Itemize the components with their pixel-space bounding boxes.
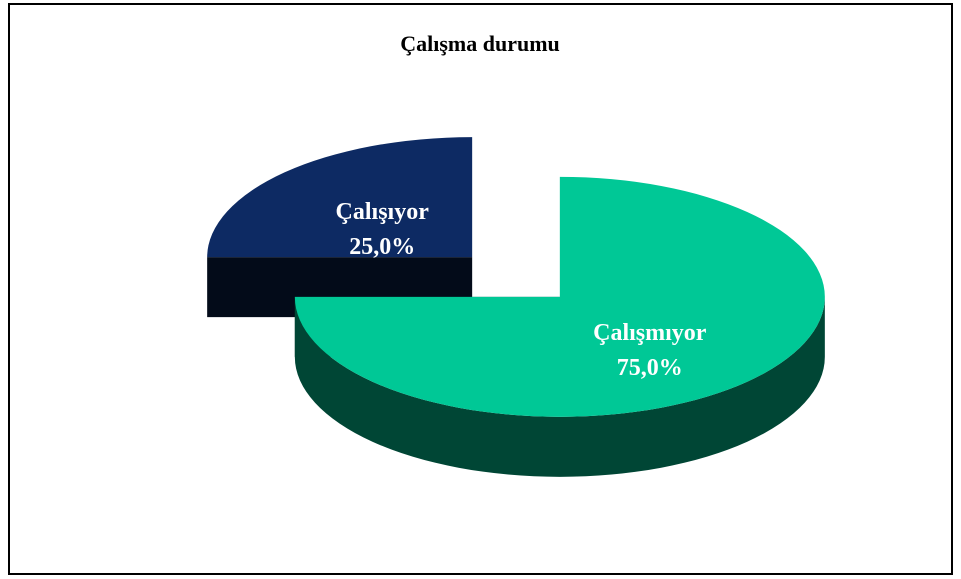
slice-value-label: 75,0% xyxy=(617,355,683,381)
slice-label: Çalışıyor xyxy=(336,199,430,225)
slice-value-label: 25,0% xyxy=(349,234,415,260)
chart-title: Çalışma durumu xyxy=(400,31,560,56)
slice-wall xyxy=(294,296,825,477)
slice-label: Çalışmıyor xyxy=(593,320,707,346)
pie-slice xyxy=(207,137,473,258)
pie-slice xyxy=(294,176,825,417)
